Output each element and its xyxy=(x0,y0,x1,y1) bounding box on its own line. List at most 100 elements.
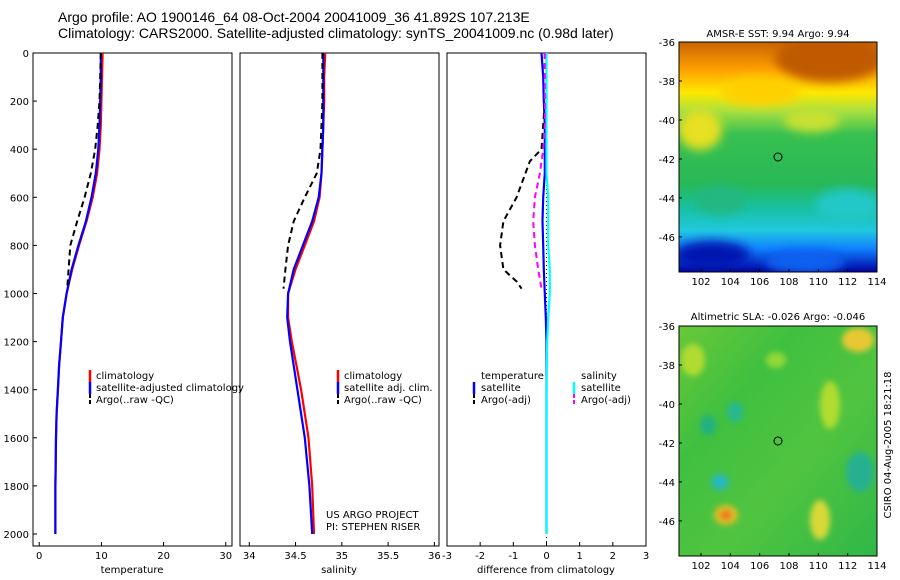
series-line-4 xyxy=(532,53,546,289)
y-tick-label: 1800 xyxy=(4,482,29,493)
legend-label-satellite: satellite xyxy=(581,383,621,394)
map-y-tick-label: -38 xyxy=(659,77,675,88)
low-anomaly xyxy=(711,474,729,490)
map-axes: 102 104 106 108 110 112 114 -36 -38 -40 -42 -44 -46 xyxy=(659,38,887,288)
y-tick-label: 1600 xyxy=(4,434,29,445)
low-anomaly xyxy=(846,452,874,492)
high-anomaly xyxy=(842,328,874,352)
x-tick-label: 2 xyxy=(610,551,616,562)
legend-label-argo: Argo(..raw -QC) xyxy=(344,395,422,406)
series-line-2 xyxy=(286,53,325,535)
map-x-tick-label: 114 xyxy=(867,277,886,288)
legend: climatology satellite adj. clim. Argo(..… xyxy=(336,370,433,406)
x-tick-label: 34.5 xyxy=(284,551,306,562)
map-frame xyxy=(678,41,878,273)
map-x-tick-label: 114 xyxy=(867,561,886,572)
x-axis-label: temperature xyxy=(101,565,164,576)
temperature-axis: 0 10 20 30 xyxy=(36,542,232,562)
series-line-2 xyxy=(54,53,102,534)
map-x-tick-label: 106 xyxy=(750,561,769,572)
sla-map: Altimetric SLA: -0.026 Argo: -0.046 xyxy=(659,312,887,572)
low-anomaly xyxy=(727,402,743,422)
warm-patch xyxy=(784,108,840,132)
figure-title-line-2: Climatology: CARS2000. Satellite-adjuste… xyxy=(58,25,614,41)
x-axis-label: salinity xyxy=(321,565,357,576)
salinity-plot: 34 34.5 35 35.5 36 salinity climatology sate… xyxy=(239,52,441,576)
x-axis-label: difference from climatology xyxy=(477,565,615,576)
map-y-tick-label: -42 xyxy=(659,155,675,166)
map-x-tick-label: 102 xyxy=(691,277,710,288)
y-tick-label: 200 xyxy=(10,97,29,108)
y-tick-label: 2000 xyxy=(4,530,29,541)
x-tick-label: 20 xyxy=(157,551,170,562)
low-anomaly xyxy=(700,415,716,435)
map-y-tick-label: -40 xyxy=(659,400,675,411)
map-y-tick-label: -46 xyxy=(659,233,675,244)
high-anomaly xyxy=(810,500,830,540)
map-x-tick-label: 110 xyxy=(809,277,828,288)
cold-patch xyxy=(765,250,845,272)
float-position-marker xyxy=(773,436,783,446)
y-tick-label: 600 xyxy=(10,193,29,204)
map-y-tick-label: -44 xyxy=(659,194,675,205)
legend-label-satellite: satellite adj. clim. xyxy=(344,383,433,394)
y-tick-label: 1000 xyxy=(4,289,29,300)
legend-label-satellite: satellite-adjusted climatology xyxy=(96,383,244,394)
x-tick-label: 36 xyxy=(428,551,441,562)
difference-axis: -3 -2 -1 0 1 2 3 xyxy=(442,542,649,562)
series-layer xyxy=(499,52,551,534)
legend-label-argo: Argo(..raw -QC) xyxy=(96,395,174,406)
high-anomaly xyxy=(820,381,840,429)
cold-patch xyxy=(679,241,750,269)
map-y-tick-label: -36 xyxy=(659,322,675,333)
project-label: US ARGO PROJECT xyxy=(326,510,420,521)
float-position-marker xyxy=(773,152,783,162)
figure-title-line-1: Argo profile: AO 1900146_64 08-Oct-2004 … xyxy=(58,9,530,25)
legend-label-argo-adj: Argo(-adj) xyxy=(581,395,631,406)
legend-label-argo-adj: Argo(-adj) xyxy=(481,395,531,406)
x-tick-label: 35 xyxy=(335,551,348,562)
legend-label-climatology: climatology xyxy=(96,371,154,382)
legend-heading: temperature xyxy=(481,371,544,382)
map-x-tick-label: 110 xyxy=(809,561,828,572)
map-x-tick-label: 104 xyxy=(721,561,740,572)
map-axes: 102 104 106 108 110 112 114 -36 -38 -40 -42 -44 -46 xyxy=(659,322,887,572)
cool-patch xyxy=(694,186,746,214)
x-tick-label: -3 xyxy=(442,551,452,562)
high-anomaly xyxy=(720,510,732,520)
map-x-tick-label: 112 xyxy=(838,277,857,288)
map-y-tick-label: -44 xyxy=(659,478,675,489)
warm-patch xyxy=(679,110,722,150)
map-y-tick-label: -42 xyxy=(659,439,675,450)
x-tick-label: -1 xyxy=(508,551,518,562)
legend-salinity: salinity satellite Argo(-adj) xyxy=(572,371,631,406)
map-x-tick-label: 108 xyxy=(779,561,798,572)
map-y-tick-label: -36 xyxy=(659,38,675,49)
footer-timestamp: CSIRO 04-Aug-2005 18:21:18 xyxy=(883,371,894,518)
map-x-tick-label: 106 xyxy=(750,277,769,288)
series-line-3 xyxy=(282,53,324,289)
x-tick-label: 0 xyxy=(543,551,549,562)
x-tick-label: 3 xyxy=(643,551,649,562)
y-tick-label: 400 xyxy=(10,145,29,156)
salinity-axis: 34 34.5 35 35.5 36 xyxy=(243,542,441,562)
map-title: AMSR-E SST: 9.94 Argo: 9.94 xyxy=(706,29,849,40)
map-x-tick-label: 108 xyxy=(779,277,798,288)
x-tick-label: 34 xyxy=(243,551,256,562)
y-tick-label: 1400 xyxy=(4,386,29,397)
difference-plot: -3 -2 -1 0 1 2 3 difference from climatology t… xyxy=(442,52,649,576)
map-x-tick-label: 102 xyxy=(691,561,710,572)
map-y-tick-label: -38 xyxy=(659,361,675,372)
x-tick-label: 30 xyxy=(219,551,232,562)
y-tick-label: 0 xyxy=(23,49,29,60)
map-y-tick-label: -46 xyxy=(659,517,675,528)
map-x-tick-label: 104 xyxy=(721,277,740,288)
series-line-3 xyxy=(545,53,551,534)
plot-frame xyxy=(32,52,233,547)
series-line-3 xyxy=(66,52,102,289)
pi-label: PI: STEPHEN RISER xyxy=(326,522,420,533)
legend-label-satellite: satellite xyxy=(481,383,521,394)
legend-label-climatology: climatology xyxy=(344,371,402,382)
